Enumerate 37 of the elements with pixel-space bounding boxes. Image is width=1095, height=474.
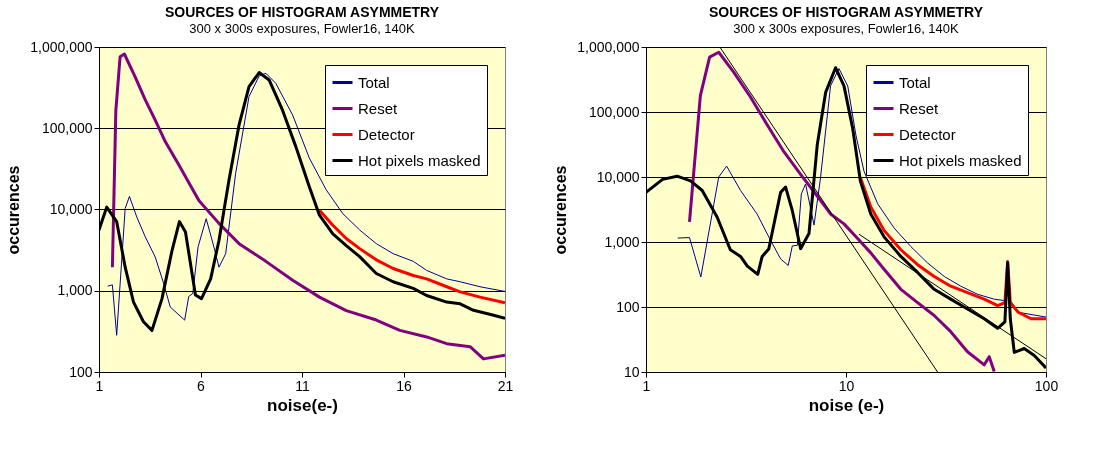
x-tick-label: 100 — [1034, 377, 1059, 394]
chart-title: SOURCES OF HISTOGRAM ASYMMETRY — [708, 4, 984, 20]
x-axis-title: noise(e-) — [267, 395, 338, 415]
y-tick-label: 1,000,000 — [577, 38, 640, 55]
legend-label: Total — [358, 73, 390, 91]
x-axis-title: noise (e-) — [808, 395, 885, 415]
legend-label: Detector — [358, 125, 415, 143]
x-tick-label: 11 — [295, 377, 310, 394]
x-tick-label: 6 — [197, 377, 206, 394]
legend-label: Hot pixels masked — [899, 151, 1022, 169]
y-tick-label: 10 — [623, 363, 640, 380]
y-tick-label: 10,000 — [49, 201, 93, 217]
y-tick-label: 1,000,000 — [30, 38, 93, 55]
y-tick-label: 100 — [616, 298, 640, 315]
chart-title: SOURCES OF HISTOGRAM ASYMMETRY — [164, 4, 440, 20]
legend-label: Hot pixels masked — [358, 151, 481, 169]
x-tick-label: 1 — [95, 377, 104, 394]
y-tick-label: 100,000 — [41, 119, 93, 136]
y-axis-title: occurences — [5, 165, 23, 255]
legend-label: Total — [899, 73, 931, 91]
chart-subtitle: 300 x 300s exposures, Fowler16, 140K — [733, 21, 960, 36]
x-tick-label: 1 — [642, 377, 651, 394]
y-tick-label: 1,000 — [604, 233, 640, 250]
legend-label: Reset — [358, 99, 399, 117]
y-tick-label: 10,000 — [596, 168, 640, 185]
legend-label: Reset — [899, 99, 940, 117]
line-series — [110, 52, 505, 361]
x-tick-label: 10 — [838, 377, 855, 394]
y-tick-label: 100 — [69, 363, 93, 380]
y-axis-title: occurences — [552, 165, 570, 255]
line-series — [317, 208, 505, 305]
x-tick-label: 16 — [396, 377, 412, 394]
y-tick-label: 100,000 — [588, 103, 640, 120]
legend-label: Detector — [899, 125, 956, 143]
chart-subtitle: 300 x 300s exposures, Fowler16, 140K — [189, 21, 416, 36]
y-tick-label: 1,000 — [57, 282, 93, 299]
x-tick-label: 21 — [497, 377, 514, 394]
